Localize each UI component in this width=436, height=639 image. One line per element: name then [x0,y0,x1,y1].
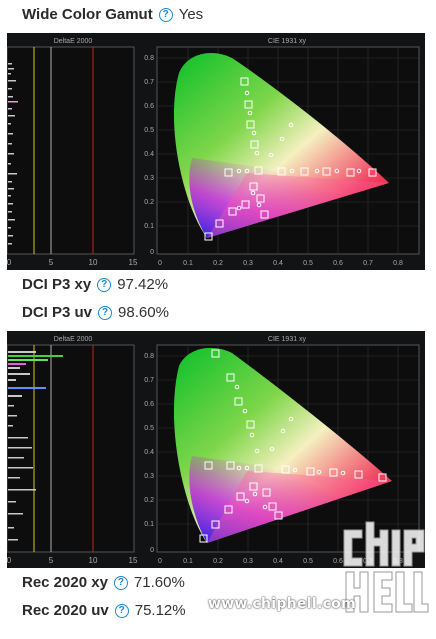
help-icon[interactable]: ? [114,603,129,618]
deltae-tick: 0 [7,258,12,267]
cie-title: CIE 1931 xy [268,336,307,343]
deltae-tick: 10 [89,258,98,267]
cie-ytick: 0.2 [144,199,154,206]
cie-ytick: 0.3 [144,175,154,182]
cie-xtick: 0.3 [243,558,253,565]
cie-title: CIE 1931 xy [268,38,307,45]
rec2020-uv-label: Rec 2020 uv [22,602,109,619]
cie-ytick: 0.1 [144,521,154,528]
cie-ytick: 0.4 [144,151,154,158]
cie-ytick: 0.8 [144,55,154,62]
wide-color-gamut-value: Yes [178,6,204,23]
cie-xtick: 0.6 [333,558,343,565]
deltae-bars [8,351,63,541]
cie-ytick: 0.7 [144,377,154,384]
deltae-tick: 5 [49,258,54,267]
gamut-panel-rec2020: DeltaE 2000 [7,331,425,568]
deltae-title: DeltaE 2000 [54,38,93,45]
rec2020-uv-row: Rec 2020 uv ? 75.12% [22,602,186,619]
help-icon[interactable]: ? [98,305,113,320]
cie-xtick: 0.3 [243,260,253,267]
dci-p3-xy-value: 97.42% [117,276,169,293]
cie-xtick: 0.6 [333,260,343,267]
cie-markers [199,349,387,543]
chiphell-logo-watermark [343,521,429,613]
cie-xtick: 0 [158,558,162,565]
cie-ytick: 0.6 [144,401,154,408]
rec2020-xy-row: Rec 2020 xy ? 71.60% [22,574,185,591]
cie-xtick: 0.4 [273,260,283,267]
dci-p3-xy-label: DCI P3 xy [22,276,92,293]
cie-chart: CIE 1931 xy [144,38,420,267]
cie-ytick: 0.6 [144,103,154,110]
deltae-tick: 10 [89,556,98,565]
help-icon[interactable]: ? [113,575,128,590]
rec2020-xy-value: 71.60% [133,574,185,591]
cie-ytick: 0.5 [144,127,154,134]
deltae-title: DeltaE 2000 [54,336,93,343]
cie-xtick: 0.7 [363,260,373,267]
help-icon[interactable]: ? [158,7,173,22]
cie-ytick: 0.4 [144,449,154,456]
dci-p3-uv-value: 98.60% [118,304,169,321]
cie-xtick: 0.2 [213,260,223,267]
deltae-tick: 15 [129,258,138,267]
rec2020-xy-label: Rec 2020 xy [22,574,108,591]
cie-ytick: 0.5 [144,425,154,432]
cie-xtick: 0.1 [183,558,193,565]
deltae-bars [8,63,18,245]
cie-markers [204,77,377,241]
cie-ytick: 0.8 [144,353,154,360]
dci-p3-uv-label: DCI P3 uv [22,304,93,321]
cie-xtick: 0.1 [183,260,193,267]
cie-xtick: 0.5 [303,260,313,267]
deltae-tick: 0 [7,556,12,565]
deltae-tick: 15 [129,556,138,565]
cie-ytick: 0 [150,547,154,554]
wide-color-gamut-row: Wide Color Gamut ? Yes [22,6,203,23]
cie-ytick: 0.3 [144,473,154,480]
dci-p3-xy-row: DCI P3 xy ? 97.42% [22,276,168,293]
deltae-chart: DeltaE 2000 [7,336,138,565]
deltae-tick: 5 [49,556,54,565]
dci-p3-uv-row: DCI P3 uv ? 98.60% [22,304,169,321]
wide-color-gamut-label: Wide Color Gamut [22,6,153,23]
cie-xtick: 0 [158,260,162,267]
gamut-panel-p3: DeltaE 2000 0 5 10 15 [7,33,425,270]
cie-chart: CIE 1931 xy [144,336,420,565]
cie-ytick: 0.7 [144,79,154,86]
help-icon[interactable]: ? [97,277,112,292]
cie-xtick: 0.8 [393,260,403,267]
deltae-chart: DeltaE 2000 0 5 10 15 [7,38,138,267]
cie-xtick: 0.5 [303,558,313,565]
cie-ytick: 0.1 [144,223,154,230]
cie-ytick: 0.2 [144,497,154,504]
rec2020-uv-value: 75.12% [134,602,186,619]
cie-xtick: 0.2 [213,558,223,565]
watermark-url: www.chiphell.com [208,596,356,612]
cie-xtick: 0.4 [273,558,283,565]
cie-ytick: 0 [150,249,154,256]
